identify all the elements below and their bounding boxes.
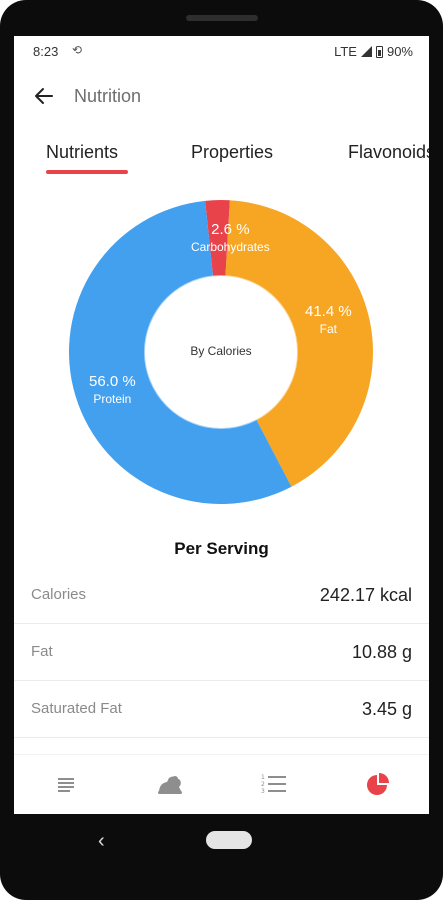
status-indicators: LTE 90%: [334, 44, 413, 59]
app-bar: Nutrition: [14, 76, 429, 116]
slice-name-carbohydrates: Carbohydrates: [191, 240, 270, 254]
nutrient-value: 242.17 kcal: [319, 585, 412, 605]
donut-hole: [144, 275, 298, 429]
ingredients-icon: [158, 776, 182, 794]
nutrient-name: Calories: [31, 586, 87, 603]
slice-percent-protein: 56.0 %: [89, 373, 136, 390]
nutrient-row-saturated-fat: Saturated Fat 3.45 g: [14, 682, 429, 738]
network-label: LTE: [334, 44, 357, 59]
tab-active-indicator: [46, 170, 128, 174]
nav-nutrition[interactable]: [358, 767, 398, 801]
tab-flavonoids[interactable]: Flavonoids: [348, 142, 429, 162]
slice-name-protein: Protein: [93, 392, 132, 406]
system-back-button[interactable]: ‹: [98, 830, 105, 852]
slice-carbohydrates[interactable]: [205, 200, 230, 277]
tab-properties[interactable]: Properties: [191, 142, 274, 162]
donut-chart-svg: [68, 200, 374, 504]
battery-level: 90%: [386, 44, 413, 59]
list-lines-icon: [58, 778, 74, 792]
nav-overview[interactable]: [46, 767, 86, 801]
nutrient-value: 3.45 g: [361, 699, 412, 719]
svg-text:3: 3: [261, 788, 265, 795]
sync-icon: ⟲: [72, 43, 83, 57]
slice-label-carbohydrates: 2.6 % Carbohydrates: [191, 221, 270, 254]
chart-center-label: By Calories: [190, 344, 252, 358]
slice-label-protein: 56.0 % Protein: [89, 373, 136, 406]
slice-fat[interactable]: [225, 200, 374, 487]
nutrient-name: Saturated Fat: [31, 700, 122, 717]
calories-donut-chart: 2.6 % Carbohydrates 41.4 % Fat 56.0 % Pr…: [68, 199, 374, 505]
tab-bar: Nutrients Properties Flavonoids: [14, 136, 429, 176]
svg-text:1: 1: [261, 774, 265, 781]
system-home-button[interactable]: [206, 831, 252, 849]
slice-percent-carbohydrates: 2.6 %: [211, 221, 250, 238]
nutrient-row-fat: Fat 10.88 g: [14, 625, 429, 681]
tab-nutrients[interactable]: Nutrients: [46, 142, 119, 162]
app-screen: 8:23 ⟲ LTE 90% Nutrition Nutrients Prope…: [14, 36, 429, 814]
nav-ingredients[interactable]: [150, 767, 190, 801]
status-time: 8:23: [33, 44, 59, 59]
svg-text:2: 2: [261, 781, 265, 788]
status-bar: 8:23 ⟲ LTE 90%: [14, 36, 429, 66]
nutrient-name: Fat: [31, 643, 53, 660]
slice-percent-fat: 41.4 %: [305, 303, 352, 320]
nutrient-value: 10.88 g: [351, 642, 412, 662]
slice-name-fat: Fat: [319, 322, 338, 336]
arrow-left-icon: [35, 88, 53, 104]
back-button[interactable]: [32, 84, 56, 108]
signal-icon: [360, 46, 372, 57]
per-serving-title: Per Serving: [174, 539, 269, 558]
pie-chart-icon: [367, 773, 389, 795]
numbered-list-icon: 123: [261, 774, 286, 795]
phone-speaker: [186, 15, 258, 21]
nutrient-row-calories: Calories 242.17 kcal: [14, 568, 429, 624]
battery-icon: [375, 45, 383, 58]
slice-label-fat: 41.4 % Fat: [305, 303, 352, 336]
page-title: Nutrition: [74, 86, 142, 106]
slice-protein[interactable]: [68, 200, 292, 504]
